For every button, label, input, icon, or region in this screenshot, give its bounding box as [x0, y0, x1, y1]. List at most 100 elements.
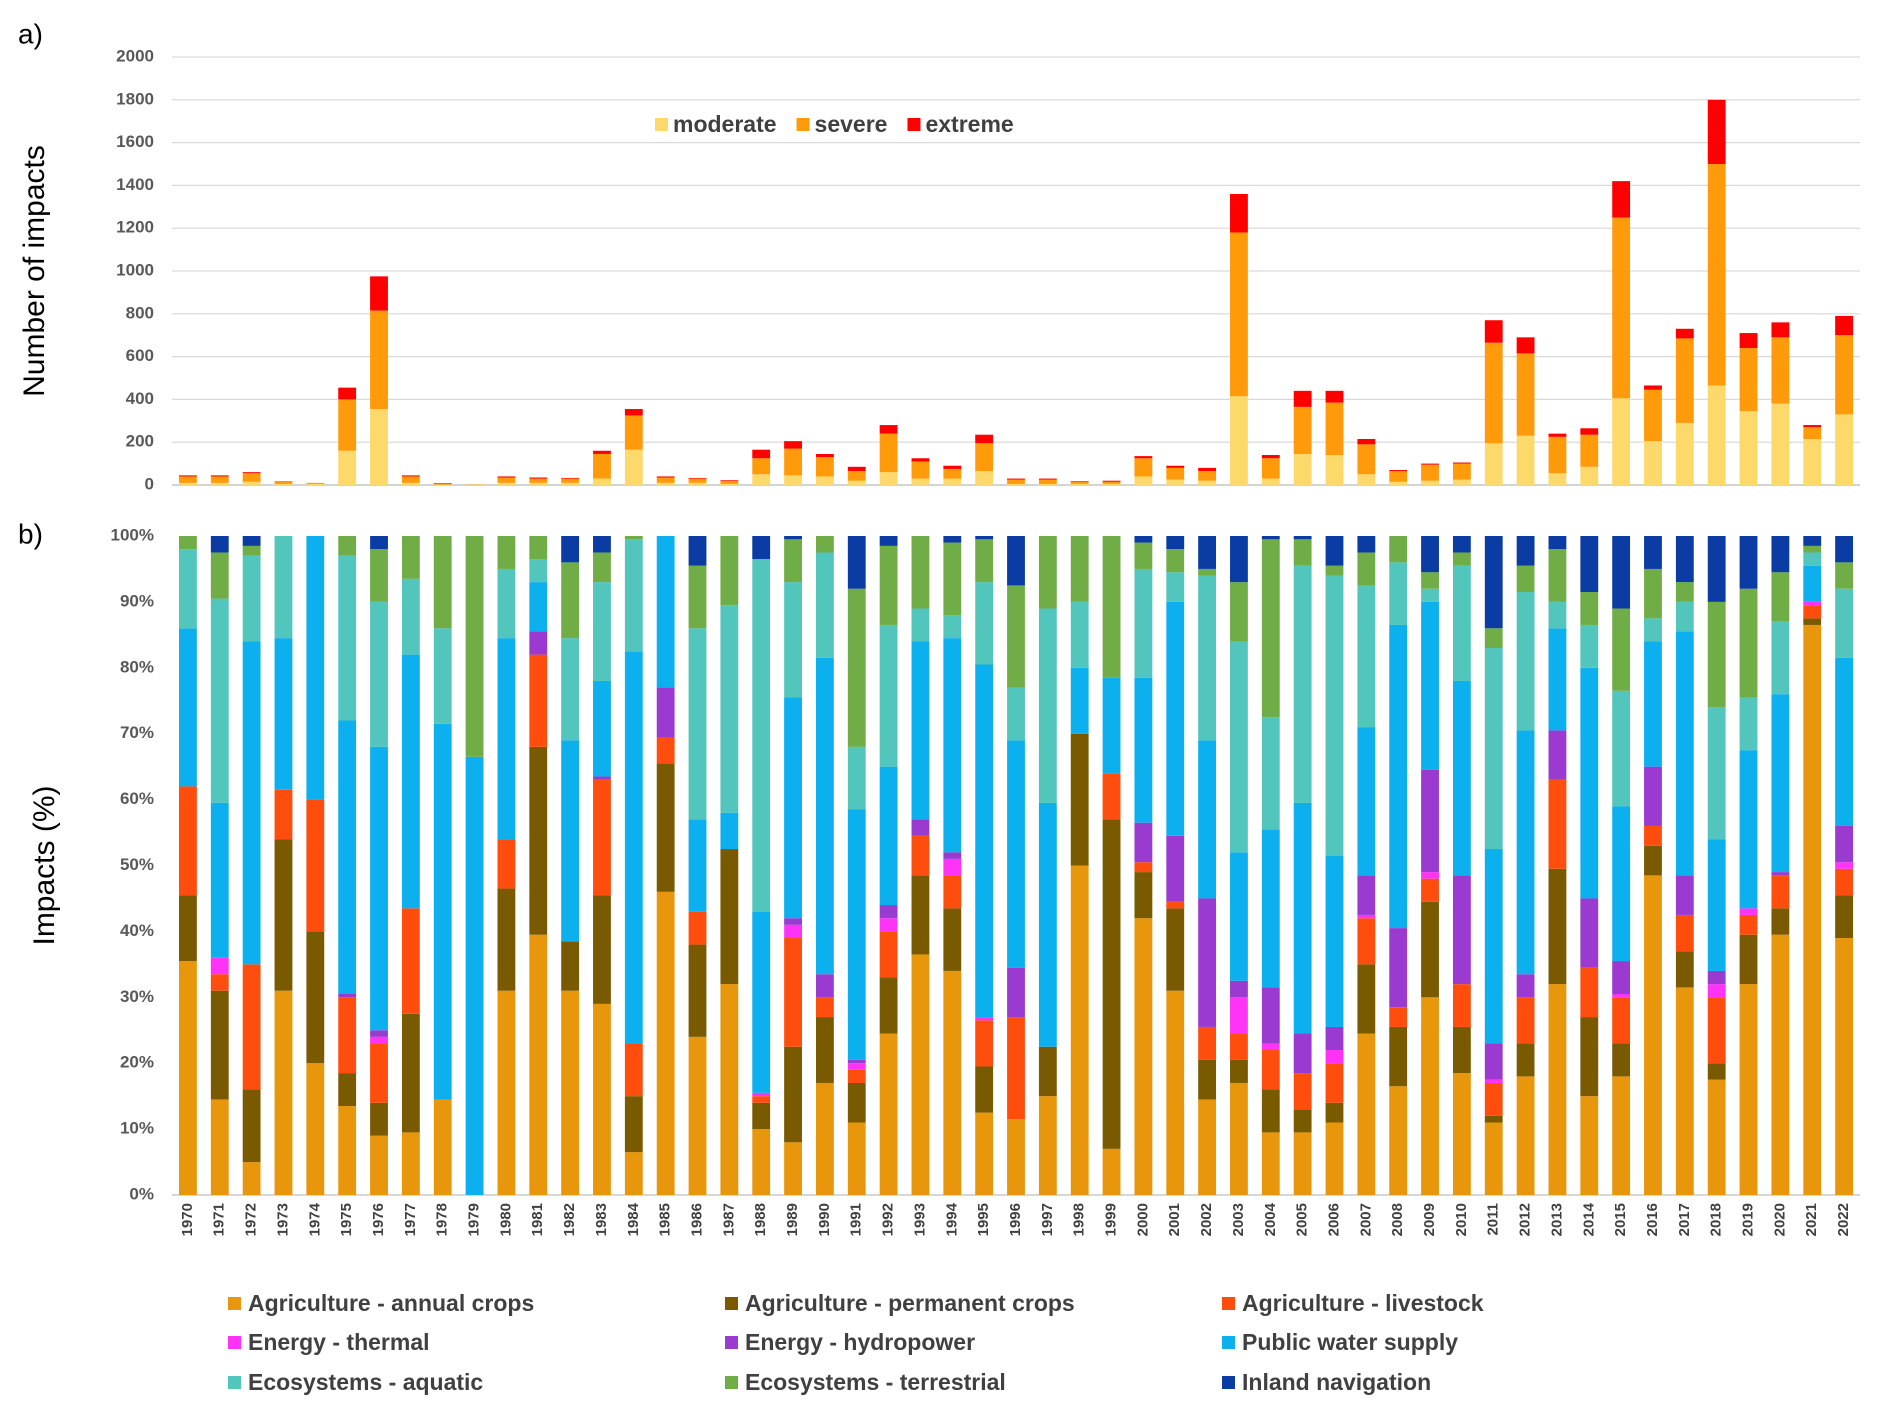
bar-segment [1038, 536, 1057, 609]
bar-segment [1261, 829, 1280, 988]
bar-segment [1612, 536, 1631, 609]
bar-segment [879, 905, 898, 919]
bar-segment [593, 680, 611, 777]
bar-segment [1261, 539, 1280, 718]
legend-label: Ecosystems - aquatic [248, 1369, 483, 1395]
x-tick-label: 1998 [1071, 1203, 1088, 1236]
bar-segment [529, 559, 548, 583]
bar-segment [1421, 601, 1439, 770]
y-axis-title: Impacts (%) [28, 785, 61, 945]
bar-segment [1548, 536, 1567, 550]
bar-segment [497, 839, 516, 889]
bar-segment [1325, 565, 1344, 576]
bar-segment [815, 974, 834, 998]
x-tick-label: 2019 [1739, 1203, 1756, 1236]
bar-segment [370, 1135, 388, 1195]
bar-segment [1357, 964, 1376, 1034]
bar-segment [1675, 601, 1694, 632]
bar-segment [433, 483, 452, 485]
x-tick-label: 2001 [1166, 1203, 1183, 1236]
bar-segment [1548, 433, 1567, 437]
bar-segment [1803, 601, 1822, 606]
bar-segment [497, 568, 516, 639]
bar-segment [370, 536, 388, 550]
bar-segment [274, 789, 293, 840]
bar-segment [1261, 1043, 1280, 1051]
bar-segment [784, 475, 802, 485]
bar-segment [210, 536, 229, 553]
bar-segment [1230, 997, 1248, 1034]
bar-segment [1230, 1059, 1248, 1083]
bar-segment [1166, 479, 1185, 485]
bar-segment [1007, 1017, 1025, 1120]
bar-segment [847, 1063, 866, 1070]
x-tick-label: 1989 [784, 1203, 801, 1236]
bar-segment [1261, 1089, 1280, 1133]
bar-segment [1230, 536, 1248, 583]
bar-segment [943, 478, 962, 485]
bar-segment [879, 624, 898, 767]
bar-segment [1771, 403, 1790, 485]
bar-segment [943, 852, 962, 859]
x-tick-label: 1991 [848, 1203, 865, 1236]
bar-segment [815, 453, 834, 458]
bar-segment [1325, 455, 1344, 485]
x-tick-label: 1985 [657, 1203, 674, 1236]
bar-segment [1166, 465, 1185, 468]
bar-segment [1771, 572, 1790, 622]
bar-segment [1548, 473, 1567, 485]
bar-segment [1421, 878, 1439, 902]
bar-segment [210, 990, 229, 1100]
x-tick-label: 2014 [1580, 1202, 1597, 1236]
bar-segment [1580, 428, 1599, 435]
bar-segment [1452, 1073, 1471, 1195]
bar-segment [1739, 697, 1758, 751]
bar-segment [1484, 628, 1503, 649]
bar-segment [1230, 641, 1248, 853]
bar-segment [1803, 624, 1822, 1195]
y-tick-label: 1800 [116, 89, 154, 108]
y-tick-label: 200 [126, 432, 154, 451]
legend-swatch [725, 1297, 738, 1310]
bar-segment [242, 641, 261, 965]
bar-segment [1484, 320, 1503, 343]
bar-segment [624, 1152, 643, 1195]
bar-segment [529, 934, 548, 1195]
bar-segment [911, 461, 930, 479]
x-tick-label: 2004 [1262, 1202, 1279, 1236]
bar-segment [1612, 181, 1631, 218]
bar-segment [943, 970, 962, 1195]
bar-segment [911, 954, 930, 1195]
bar-segment [1739, 750, 1758, 909]
bar-segment [1007, 478, 1025, 480]
x-tick-label: 1981 [529, 1203, 546, 1236]
bar-segment [656, 476, 675, 478]
y-tick-label: 1000 [116, 260, 154, 279]
legend-label: Energy - hydropower [745, 1329, 975, 1355]
bar-segment [1261, 478, 1280, 485]
bar-segment [624, 449, 643, 485]
bar-segment [1198, 536, 1217, 569]
legend-label: Inland navigation [1242, 1369, 1431, 1395]
bar-segment [784, 1142, 802, 1195]
bar-segment [847, 536, 866, 589]
bar-segment [561, 482, 580, 485]
bar-segment [1803, 438, 1822, 485]
bar-segment [1389, 470, 1408, 472]
x-tick-label: 2020 [1771, 1203, 1788, 1236]
bar-segment [1134, 568, 1153, 678]
legend-swatch [907, 118, 921, 131]
bar-segment [1835, 868, 1853, 896]
bar-segment [306, 1063, 325, 1195]
x-tick-label: 1982 [561, 1203, 578, 1236]
bar-segment [656, 736, 675, 764]
bar-segment [1166, 835, 1185, 902]
bar-segment [1612, 997, 1631, 1044]
bar-segment [210, 552, 229, 599]
bar-segment [1038, 478, 1057, 480]
bar-segment [210, 476, 229, 483]
bar-segment [1325, 855, 1344, 1027]
bar-segment [1580, 967, 1599, 1018]
bar-segment [975, 1020, 994, 1067]
bar-segment [1389, 624, 1408, 929]
